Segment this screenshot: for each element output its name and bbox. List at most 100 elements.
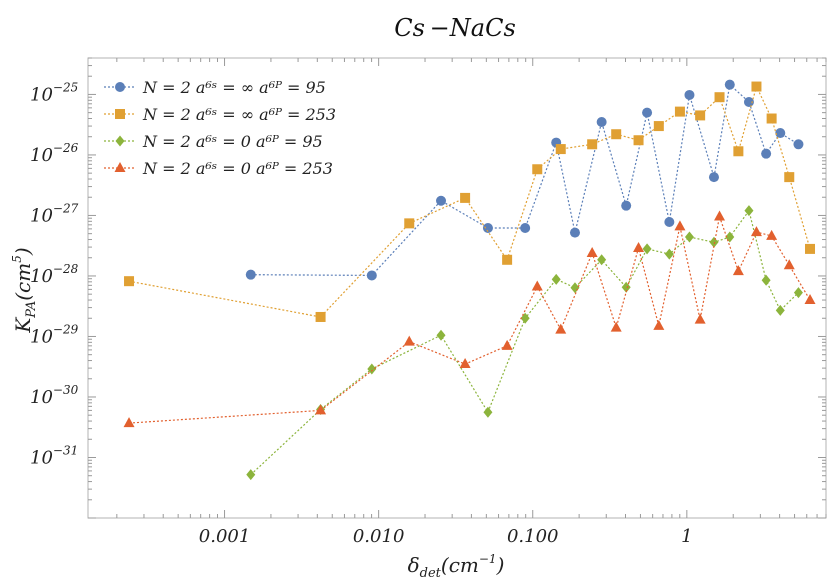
x-tick-label: 0.100 [507, 526, 559, 547]
y-tick-label: 10−27 [30, 201, 79, 226]
x-axis-label-sub: det [420, 566, 442, 580]
series-layer [123, 79, 816, 481]
data-point [664, 248, 674, 260]
data-point [743, 96, 754, 107]
data-point [793, 139, 804, 150]
data-point [367, 363, 377, 375]
data-point [482, 223, 493, 234]
data-point [684, 231, 694, 243]
x-tick-label: 1 [681, 526, 692, 547]
data-point [551, 273, 561, 285]
x-tick-label: 0.001 [199, 526, 251, 547]
data-point [642, 243, 652, 255]
legend-marker [115, 82, 125, 92]
series-line [128, 214, 811, 424]
data-point [569, 227, 580, 238]
data-point [315, 404, 327, 415]
legend-label: N = 2 a⁶ˢ = 0 a⁶ᴾ = 95 [142, 132, 323, 151]
legend-label: N = 2 a⁶ˢ = 0 a⁶ᴾ = 253 [142, 159, 333, 178]
data-point [793, 287, 803, 299]
data-point [744, 205, 754, 217]
x-axis-label-unit-end: ) [496, 553, 505, 577]
y-tick-label: 10−29 [30, 322, 79, 347]
y-axis-label-unit-sup: 5 [10, 255, 24, 263]
data-point [366, 270, 377, 281]
x-axis-label: δdet(cm−1) [408, 552, 505, 580]
data-point [621, 200, 632, 211]
data-point [674, 106, 685, 117]
y-tick-label: 10−31 [30, 443, 78, 468]
data-point [555, 323, 567, 334]
data-point [502, 254, 513, 265]
data-point [555, 144, 566, 155]
legend-item: N = 2 a⁶ˢ = ∞ a⁶ᴾ = 253 [104, 105, 336, 124]
legend-marker [115, 135, 125, 147]
data-point [436, 195, 447, 206]
data-point [123, 417, 135, 428]
y-tick-label: 10−30 [30, 383, 79, 408]
legend-item: N = 2 a⁶ˢ = ∞ a⁶ᴾ = 95 [104, 78, 326, 97]
data-point [531, 280, 543, 291]
legend-item: N = 2 a⁶ˢ = 0 a⁶ᴾ = 253 [104, 159, 333, 178]
series-2 [124, 81, 816, 322]
legend: N = 2 a⁶ˢ = ∞ a⁶ᴾ = 95 N = 2 a⁶ˢ = ∞ a⁶ᴾ … [104, 78, 336, 178]
x-axis-label-unit: (cm [441, 553, 479, 577]
y-axis-label-unit-end: ) [11, 247, 35, 256]
y-axis-label-unit: (cm [11, 263, 35, 301]
chart-title: Cs −NaCs [394, 14, 516, 42]
legend-label: N = 2 a⁶ˢ = ∞ a⁶ᴾ = 253 [142, 105, 336, 124]
data-point [610, 321, 622, 332]
data-point [315, 311, 326, 322]
y-tick-label: 10−26 [30, 141, 79, 166]
data-point [501, 339, 513, 350]
data-point [783, 259, 795, 270]
series-4 [123, 210, 816, 428]
y-axis-label: KPA(cm5) [10, 247, 39, 333]
data-point [664, 216, 675, 227]
data-point [733, 146, 744, 157]
data-point [460, 192, 471, 203]
data-point [695, 110, 706, 121]
data-point [805, 243, 816, 254]
data-point [124, 276, 135, 287]
data-point [750, 226, 762, 237]
data-point [642, 107, 653, 118]
axis-ticks [88, 57, 827, 519]
data-point [245, 269, 256, 280]
data-point [761, 148, 772, 159]
data-point [633, 241, 645, 252]
data-point [246, 469, 256, 481]
data-point [684, 89, 695, 100]
data-point [483, 406, 493, 418]
data-point [587, 139, 598, 150]
data-point [436, 329, 446, 341]
plot-frame [87, 57, 827, 519]
legend-item: N = 2 a⁶ˢ = 0 a⁶ᴾ = 95 [104, 132, 323, 151]
data-point [596, 117, 607, 128]
data-point [621, 281, 631, 293]
x-axis-label-unit-sup: −1 [479, 552, 497, 566]
y-tick-label: 10−28 [30, 262, 79, 287]
data-point [520, 223, 531, 234]
series-1 [245, 79, 804, 281]
legend-label: N = 2 a⁶ˢ = ∞ a⁶ᴾ = 95 [142, 78, 326, 97]
series-3 [246, 205, 803, 481]
x-tick-label: 0.010 [353, 526, 405, 547]
x-axis-label-main: δ [408, 553, 420, 577]
data-point [653, 121, 664, 132]
data-point [403, 335, 415, 346]
data-point [611, 129, 622, 140]
data-point [775, 304, 785, 316]
data-point [633, 135, 644, 146]
y-axis-label-main: K [11, 317, 35, 334]
data-point [804, 294, 816, 305]
data-point [761, 274, 771, 286]
y-axis-label-sub: PA [24, 301, 39, 319]
data-point [732, 265, 744, 276]
data-point [404, 218, 415, 229]
data-point [784, 172, 795, 183]
data-point [459, 358, 471, 369]
series-line [250, 83, 799, 277]
data-point [694, 313, 706, 324]
